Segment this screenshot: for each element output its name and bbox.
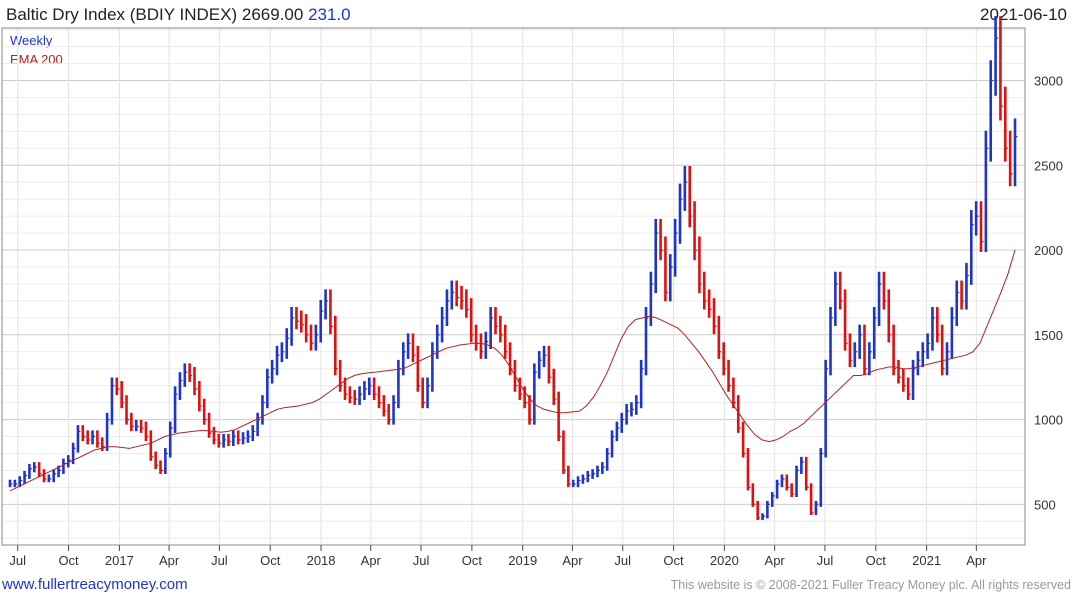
x-tick-label: Apr bbox=[361, 553, 382, 568]
y-tick-label: 2000 bbox=[1034, 243, 1063, 258]
x-tick-label: Oct bbox=[58, 553, 79, 568]
x-tick-label: Oct bbox=[866, 553, 887, 568]
x-tick-label: 2017 bbox=[105, 553, 134, 568]
x-tick-label: Apr bbox=[562, 553, 583, 568]
y-tick-label: 3000 bbox=[1034, 74, 1063, 89]
x-tick-label: 2018 bbox=[307, 553, 336, 568]
x-axis-labels: Jul Oct 2017 Apr Jul Oct 2018 Apr Jul Oct 2019 Apr J… bbox=[9, 553, 987, 568]
plot-frame bbox=[1, 27, 1026, 546]
last-price: 2669.00 bbox=[241, 5, 304, 24]
x-tick-label: Jul bbox=[9, 553, 26, 568]
ema-200-line bbox=[9, 249, 1016, 492]
x-tick-label: Jul bbox=[817, 553, 834, 568]
x-tick-label: Apr bbox=[765, 553, 786, 568]
y-tick-label: 2500 bbox=[1034, 158, 1063, 173]
chart-date: 2021-06-10 bbox=[980, 5, 1067, 24]
y-tick-label: 1000 bbox=[1034, 413, 1063, 428]
legend-weekly: Weekly bbox=[10, 33, 53, 48]
x-tick-label: 2020 bbox=[710, 553, 739, 568]
ema-line bbox=[9, 249, 1016, 492]
x-tick-label: Jul bbox=[413, 553, 430, 568]
x-tick-label: Apr bbox=[159, 553, 180, 568]
chart-grid bbox=[2, 28, 1025, 545]
x-tick-label: Apr bbox=[966, 553, 987, 568]
y-tick-label: 1500 bbox=[1034, 328, 1063, 343]
x-tick-label: 2021 bbox=[912, 553, 941, 568]
chart-axes bbox=[1, 27, 1026, 551]
weekly-bars bbox=[8, 16, 1018, 521]
y-axis-labels: 500 1000 1500 2000 2500 3000 bbox=[1034, 74, 1063, 513]
price-change: 231.0 bbox=[308, 5, 351, 24]
x-tick-label: Jul bbox=[614, 553, 631, 568]
x-tick-label: Jul bbox=[211, 553, 228, 568]
x-tick-label: 2019 bbox=[508, 553, 537, 568]
site-link[interactable]: www.fullertreacymoney.com bbox=[2, 576, 188, 593]
y-tick-label: 500 bbox=[1034, 497, 1056, 512]
x-tick-label: Oct bbox=[663, 553, 684, 568]
copyright-notice: This website is © 2008-2021 Fuller Treac… bbox=[670, 578, 1071, 592]
x-tick-label: Oct bbox=[260, 553, 281, 568]
instrument-name: Baltic Dry Index (BDIY INDEX) bbox=[6, 5, 238, 24]
chart-title: Baltic Dry Index (BDIY INDEX) 2669.00 23… bbox=[6, 5, 351, 25]
x-tick-label: Oct bbox=[462, 553, 483, 568]
